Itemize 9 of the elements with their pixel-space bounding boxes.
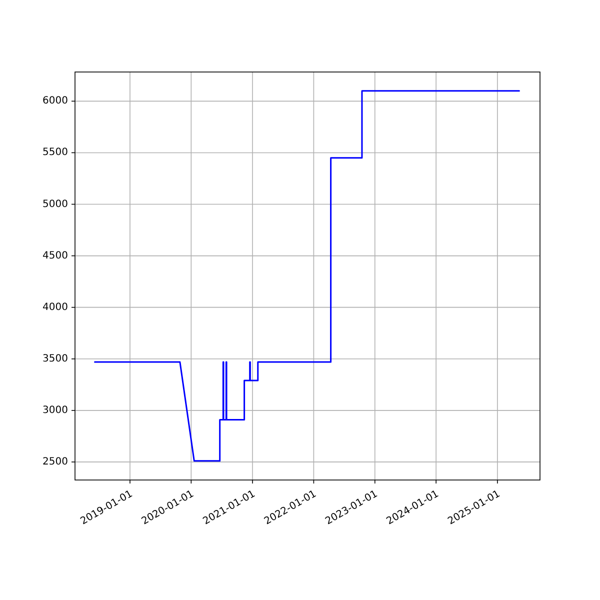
y-tick-label: 5500 — [42, 147, 68, 158]
y-tick-label: 4500 — [42, 250, 68, 262]
y-tick-label: 5000 — [42, 198, 68, 210]
y-tick-label: 3000 — [42, 404, 68, 416]
y-tick-label: 3500 — [42, 353, 68, 364]
y-tick-label: 6000 — [42, 96, 68, 107]
line-series — [94, 90, 520, 462]
y-tick-label: 2500 — [42, 456, 68, 468]
y-tick-label: 4000 — [42, 302, 68, 313]
